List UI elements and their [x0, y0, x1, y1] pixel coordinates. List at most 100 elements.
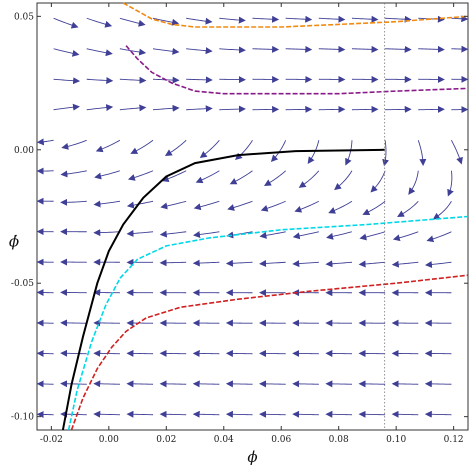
y-tick-label: 0.05: [14, 12, 34, 22]
streamline: [60, 319, 87, 327]
streamline: [307, 140, 320, 164]
streamline: [86, 104, 114, 112]
streamline: [93, 380, 120, 388]
streamline: [126, 200, 154, 209]
streamline: [86, 48, 113, 57]
streamline: [392, 231, 419, 242]
streamline: [362, 200, 386, 215]
series-line: [67, 215, 469, 431]
streamline: [391, 260, 419, 268]
streamline: [53, 48, 80, 57]
streamline: [159, 380, 187, 388]
streamline: [126, 380, 154, 388]
streamline: [270, 140, 287, 163]
streamline: [36, 138, 54, 146]
x-tick-label: -0.02: [40, 435, 63, 445]
streamline: [95, 139, 121, 153]
streamline: [60, 349, 87, 357]
streamline: [225, 410, 253, 418]
series-line: [61, 148, 385, 431]
streamline: [186, 17, 213, 25]
streamline: [195, 170, 220, 184]
streamline: [93, 200, 120, 208]
streamline: [263, 170, 286, 186]
series-layer: [61, 2, 469, 431]
streamline: [126, 229, 154, 237]
streamline: [292, 231, 319, 240]
y-tick-label: -0.05: [11, 279, 34, 289]
streamline: [53, 103, 80, 111]
streamline: [119, 17, 146, 27]
streamline: [119, 76, 147, 84]
streamline: [359, 231, 386, 241]
streamline: [161, 170, 187, 183]
streamline: [219, 16, 246, 24]
streamline: [318, 45, 346, 53]
x-tick-label: 0.12: [444, 435, 464, 445]
streamline: [192, 259, 220, 267]
streamline: [60, 170, 87, 178]
streamline: [252, 15, 280, 23]
streamline: [119, 104, 147, 112]
streamline: [94, 170, 121, 180]
x-tick-label: 0.08: [329, 435, 349, 445]
streamline: [159, 410, 187, 418]
streamline: [285, 45, 313, 53]
streamline: [451, 45, 469, 53]
x-axis-label: ϕ: [247, 448, 257, 466]
x-tick-label: 0.04: [214, 435, 234, 445]
streamline: [326, 231, 353, 240]
streamline: [235, 140, 253, 161]
streamline: [192, 410, 220, 418]
streamline: [432, 201, 452, 220]
series-line: [70, 274, 469, 431]
streamline: [60, 198, 87, 206]
streamline: [152, 47, 180, 55]
streamline: [86, 76, 114, 84]
streamline: [227, 200, 253, 211]
streamline: [426, 231, 452, 243]
streamline: [225, 259, 253, 267]
streamline: [382, 140, 390, 167]
streamline: [229, 170, 253, 185]
streamline: [252, 45, 280, 53]
streamline: [417, 140, 427, 167]
x-tick-label: 0.10: [386, 435, 406, 445]
streamline: [259, 410, 286, 418]
streamline: [325, 260, 352, 268]
streamline: [152, 17, 180, 26]
streamline: [199, 139, 220, 159]
streamline: [318, 15, 346, 23]
streamline: [159, 259, 187, 267]
streamline: [193, 200, 220, 211]
streamline: [259, 231, 286, 239]
y-axis-label: ϕ̇: [9, 233, 19, 251]
streamline: [186, 105, 213, 113]
streamline: [447, 170, 454, 197]
streamline: [219, 105, 246, 113]
streamline: [451, 15, 469, 23]
series-line: [125, 45, 469, 95]
streamline: [93, 410, 120, 418]
streamline: [292, 410, 319, 418]
streamline: [351, 15, 379, 23]
streamline: [53, 17, 79, 29]
streamline: [119, 48, 147, 56]
x-tick-label: 0.02: [156, 435, 176, 445]
ticks: -0.02 0.00 0.02 0.04 0.06 0.08 0.10 0.12 0.05 0.0…: [11, 3, 468, 445]
streamline: [259, 259, 286, 267]
streamline: [385, 15, 412, 23]
y-tick-label: 0.00: [14, 146, 34, 156]
streamline: [61, 139, 87, 150]
streamline: [127, 170, 154, 181]
streamline: [298, 170, 320, 188]
streamline: [408, 170, 419, 195]
streamline: [53, 77, 81, 85]
streamline: [260, 200, 286, 212]
streamline: [358, 410, 386, 418]
streamline: [164, 139, 187, 157]
x-tick-label: 0.06: [271, 435, 291, 445]
streamline: [424, 410, 452, 418]
streamline: [192, 380, 220, 388]
